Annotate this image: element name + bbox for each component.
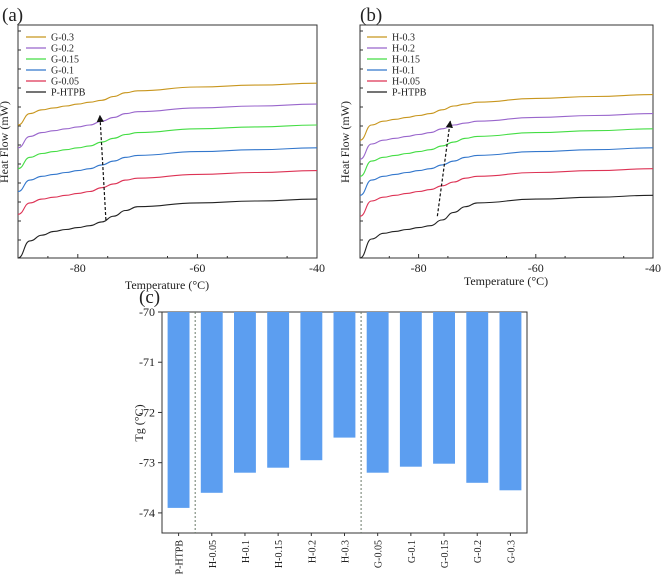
bar-p-htpb	[167, 312, 190, 508]
x-tick-label-h-0.15: H-0.15	[274, 540, 285, 568]
panel-c-bars	[167, 312, 522, 508]
panel-b-x-ticks: -80 -60 -40	[388, 254, 661, 275]
x-tick-label-g-0.05: G-0.05	[374, 540, 385, 568]
panel-a-x-tick-label: -60	[189, 261, 205, 275]
panel-b-heat-flow-chart: (b) H-0.3H-0.2H-0.15H-0.1H-0.05P-HTPB -8…	[338, 5, 661, 288]
bar-h-0.15	[267, 312, 290, 468]
panel-b-y-axis-title: Heat Flow (mW)	[338, 101, 352, 183]
panel-b-legend-label-p-htpb: P-HTPB	[392, 88, 427, 99]
panel-b-curve-h-0.3	[359, 94, 654, 141]
bar-g-0.05	[366, 312, 389, 473]
panel-c-x-ticks: P-HTPB H-0.05 H-0.1 H-0.15 H-0.2 H-0.3 G-0.05 G…	[175, 533, 517, 575]
panel-a-legend-label-g-0.15: G-0.15	[51, 55, 79, 66]
panel-a-y-axis-title: Heat Flow (mW)	[0, 101, 11, 183]
panel-c-y-axis-title: Tg (°C)	[132, 404, 146, 441]
panel-b-legend-label-h-0.05: H-0.05	[392, 77, 420, 88]
x-tick-label-g-0.15: G-0.15	[440, 540, 451, 568]
panel-c-separators	[194, 312, 362, 533]
panel-a-x-tick-label: -40	[309, 261, 325, 275]
bar-h-0.1	[234, 312, 256, 473]
panel-c-tg-bar-chart: (c) -70 -71 -72 -73 -74 P-HTPB H-0.05 H-0.1 H-0…	[132, 287, 528, 575]
panel-b-arrows	[436, 120, 453, 217]
panel-a-y-ticks	[18, 30, 21, 241]
panel-a-legend-label-g-0.05: G-0.05	[51, 77, 79, 88]
panel-b-curve-p-htpb	[359, 194, 654, 259]
panel-b-curve-h-0.15	[359, 128, 654, 177]
y-tick-label: -73	[139, 456, 155, 470]
panel-a-label: (a)	[2, 5, 23, 26]
panel-b-curves	[359, 94, 654, 259]
panel-a-curve-g-0.05	[17, 170, 318, 215]
x-tick-label-g-0.1: G-0.1	[407, 540, 418, 563]
panel-a-x-ticks: -80 -60 -40	[47, 254, 325, 275]
panel-b-x-axis-title: Temperature (°C)	[464, 274, 548, 288]
panel-b-curve-h-0.2	[359, 113, 654, 160]
panel-b-legend-label-h-0.3: H-0.3	[392, 33, 415, 44]
panel-b-legend-label-h-0.2: H-0.2	[392, 44, 415, 55]
x-tick-label-h-0.05: H-0.05	[208, 540, 219, 568]
panel-a-legend-label-g-0.1: G-0.1	[51, 66, 74, 77]
panel-b-x-tick-label: -80	[411, 261, 427, 275]
y-tick-label: -72	[139, 405, 155, 419]
x-tick-label-g-0.3: G-0.3	[506, 540, 517, 563]
panel-b-legend-label-h-0.15: H-0.15	[392, 55, 420, 66]
bar-g-0.15	[433, 312, 455, 464]
x-tick-label-h-0.2: H-0.2	[307, 540, 318, 563]
panel-b-legend: H-0.3H-0.2H-0.15H-0.1H-0.05P-HTPB	[367, 33, 427, 99]
panel-a-curve-g-0.1	[17, 147, 318, 193]
panel-b-x-tick-label: -40	[645, 261, 661, 275]
bar-g-0.1	[399, 312, 422, 467]
panel-b-y-ticks	[360, 30, 363, 241]
bar-g-0.2	[466, 312, 489, 483]
panel-a-curve-g-0.2	[17, 103, 318, 149]
panel-b-legend-label-h-0.1: H-0.1	[392, 66, 415, 77]
bar-h-0.05	[200, 312, 223, 493]
y-tick-label: -70	[139, 305, 155, 319]
panel-a-curve-g-0.15	[17, 124, 318, 170]
bar-h-0.2	[300, 312, 323, 461]
panel-a-legend-label-p-htpb: P-HTPB	[51, 88, 86, 99]
x-tick-label-p-htpb: P-HTPB	[175, 540, 186, 575]
panel-c-label: (c)	[139, 287, 160, 308]
x-tick-label-h-0.1: H-0.1	[241, 540, 252, 563]
panel-a-legend-label-g-0.2: G-0.2	[51, 44, 74, 55]
panel-b-curve-h-0.1	[359, 147, 654, 196]
panel-a-curve-p-htpb	[17, 198, 318, 259]
panel-a-legend-label-g-0.3: G-0.3	[51, 33, 74, 44]
bar-h-0.3	[333, 312, 356, 438]
panel-a-trend-arrow	[96, 114, 107, 221]
panel-a-curve-g-0.3	[17, 82, 318, 126]
y-tick-label: -74	[139, 506, 155, 520]
panel-a-legend: G-0.3G-0.2G-0.15G-0.1G-0.05P-HTPB	[26, 33, 86, 99]
x-tick-label-g-0.2: G-0.2	[473, 540, 484, 563]
bar-g-0.3	[499, 312, 522, 491]
panel-a-x-axis-title: Temperature (°C)	[125, 278, 209, 292]
panel-c-y-ticks: -70 -71 -72 -73 -74	[139, 305, 162, 520]
panel-b-x-tick-label: -60	[528, 261, 544, 275]
panel-a-curves	[17, 82, 318, 259]
panel-b-label: (b)	[360, 5, 382, 26]
panel-b-curve-h-0.05	[359, 168, 654, 217]
panel-a-heat-flow-chart: (a) G-0.3G-0.2G-0.15G-0.1G-0.05P-HTPB -8…	[0, 5, 325, 292]
panel-a-x-tick-label: -80	[70, 261, 86, 275]
panel-a-arrows	[96, 114, 107, 221]
panel-b-trend-arrow	[436, 120, 453, 217]
y-tick-label: -71	[139, 355, 155, 369]
x-tick-label-h-0.3: H-0.3	[341, 540, 352, 563]
